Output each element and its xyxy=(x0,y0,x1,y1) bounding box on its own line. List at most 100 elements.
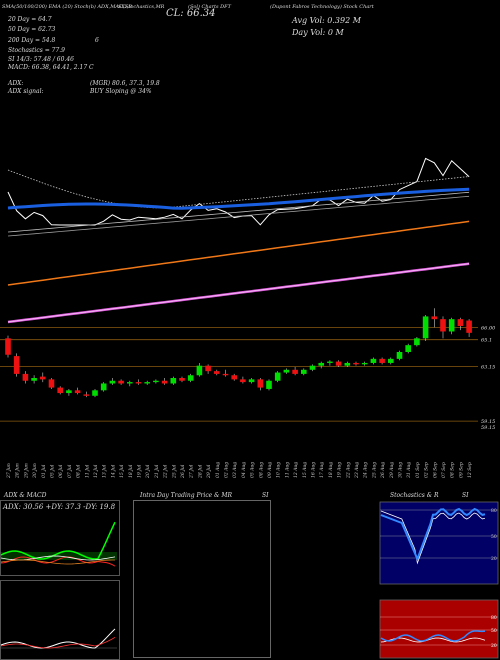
candle-body xyxy=(257,379,264,388)
stoch-level-label: 50 xyxy=(491,534,497,540)
candle-body xyxy=(66,390,72,394)
candle-body xyxy=(405,345,411,352)
ma20-label: 20 Day = 64.7 xyxy=(8,16,52,23)
candle-body xyxy=(127,382,133,384)
date-label: 05 Jul xyxy=(50,464,56,478)
date-label: 01 Aug xyxy=(215,462,221,478)
date-label: 27 Jul xyxy=(189,464,195,479)
date-label: 04 Aug xyxy=(241,462,247,478)
candle-body xyxy=(440,319,446,332)
stoch-extra: 6 xyxy=(95,37,99,44)
date-label: 30 Jun xyxy=(32,463,38,478)
candle-body xyxy=(283,369,290,373)
date-label: 29 Jul xyxy=(206,464,212,479)
adx-signal-line xyxy=(0,559,116,565)
date-label: 02 Aug xyxy=(224,462,230,478)
candle-body xyxy=(274,372,281,381)
candle-body xyxy=(248,379,255,383)
candle-body xyxy=(92,390,98,396)
candle-body xyxy=(48,379,55,388)
si-label: SI 14/3: 57.48 / 60.46 xyxy=(8,56,74,63)
macd-line xyxy=(0,628,116,649)
date-label: 05 Aug xyxy=(250,462,256,478)
date-label: 17 Aug xyxy=(319,462,325,478)
adx-label: ADX: xyxy=(8,80,24,87)
candle-body xyxy=(161,380,168,384)
candle-body xyxy=(13,356,20,374)
adx-minus-di-line xyxy=(0,556,116,567)
candle-body xyxy=(170,378,177,384)
intraday-panel xyxy=(133,500,271,658)
candle-body xyxy=(22,373,29,381)
date-label: 09 Aug xyxy=(267,462,273,478)
date-label: 07 Jul xyxy=(67,464,73,478)
adx-value: (MGR) 80.6, 37.3, 19.8 xyxy=(90,80,160,87)
candle-body xyxy=(335,361,342,366)
candle-body xyxy=(83,394,90,396)
close-price: CL: 66.34 xyxy=(166,8,216,19)
date-label: 14 Jul xyxy=(110,464,116,478)
date-label: 22 Jul xyxy=(163,464,169,479)
ma200-label: 200 Day = 54.8 xyxy=(8,37,56,44)
candle-body xyxy=(466,320,472,333)
candle-body xyxy=(118,380,124,384)
stoch-panel-si: SI xyxy=(462,492,469,499)
stoch-level-label: 80 xyxy=(491,508,497,514)
mr-level-label: 50 xyxy=(491,628,497,634)
date-label: 18 Aug xyxy=(328,462,334,478)
candle-body xyxy=(448,319,455,332)
candle-body xyxy=(153,380,159,383)
candle-body xyxy=(292,369,298,374)
adx-panel-text: ADX: 30.56 +DY: 37.3 -DY: 19.8 xyxy=(3,503,116,511)
sma-grey-line-2 xyxy=(7,195,470,237)
stochastics-label: Stochastics = 77.9 xyxy=(8,47,65,54)
date-label: 06 Sep xyxy=(432,462,438,478)
date-label: 22 Aug xyxy=(345,462,351,479)
date-label: 19 Jul xyxy=(137,464,143,478)
macd-signal-line xyxy=(0,636,116,649)
candle-body xyxy=(309,365,316,370)
candle-body xyxy=(5,338,11,355)
candle-body xyxy=(187,375,194,381)
date-label: 03 Aug xyxy=(232,462,238,478)
intraday-si: SI xyxy=(262,492,269,499)
date-label: 28 Jun xyxy=(15,463,21,479)
date-label: 01 Jul xyxy=(41,464,47,478)
candle-body xyxy=(396,352,403,359)
date-label: 26 Jul xyxy=(180,464,186,479)
date-label: 30 Aug xyxy=(398,462,404,478)
candle-body xyxy=(57,387,63,394)
price-level-label: 63.15 xyxy=(481,364,495,370)
chart-type-line: SMA(50/100/200) EMA (20) Stoch(b) ADX,MA… xyxy=(2,4,132,10)
date-label: 19 Aug xyxy=(337,462,343,478)
date-label: 25 Jul xyxy=(171,464,177,479)
adx-signal-value: BUY Sloping @ 34% xyxy=(90,88,152,95)
price-level-label: 65.1 xyxy=(481,338,492,344)
day-volume: Day Vol: 0 M xyxy=(292,28,344,37)
candle-body xyxy=(31,378,37,381)
candle-body xyxy=(231,375,237,380)
adx-signal-label: ADX signal: xyxy=(8,88,44,95)
site-label: (Sol) Charts DFT xyxy=(188,4,231,10)
candle-body xyxy=(222,373,229,376)
mr-panel xyxy=(379,599,499,659)
date-label: 21 Jul xyxy=(154,464,160,479)
candle-body xyxy=(240,379,246,383)
date-label: 15 Jul xyxy=(119,464,125,478)
date-label: 27 Jun xyxy=(6,463,12,479)
candle-body xyxy=(196,365,203,376)
date-label: 15 Aug xyxy=(302,462,308,478)
date-label: 31 Aug xyxy=(406,462,412,478)
date-label: 13 Jul xyxy=(102,464,108,478)
ema20-line xyxy=(7,157,470,226)
candle-body xyxy=(327,361,333,363)
date-label: 18 Jul xyxy=(128,464,134,478)
date-label: 29 Jun xyxy=(23,463,29,479)
candle-body xyxy=(266,380,272,389)
candle-body xyxy=(431,316,438,320)
candle-body xyxy=(457,319,464,326)
price-level-label: 59.15 xyxy=(481,425,495,431)
date-label: 07 Sep xyxy=(441,462,447,478)
date-label: 08 Jul xyxy=(76,464,82,478)
